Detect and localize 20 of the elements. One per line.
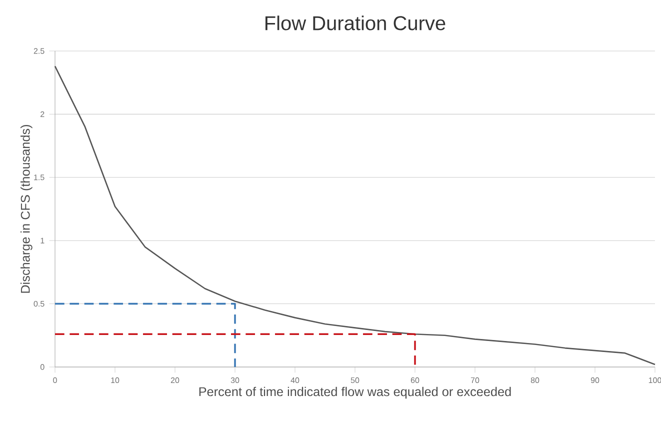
y-tick-label: 0	[40, 364, 44, 370]
y-tick-label: 1.5	[34, 174, 44, 180]
chart-title: Flow Duration Curve	[265, 16, 446, 30]
x-tick-label: 10	[111, 377, 120, 384]
y-tick-label: 1	[40, 238, 44, 244]
x-tick-label: 40	[290, 377, 300, 384]
x-axis-title: Percent of time indicated flow was equaled or exceeded	[199, 386, 511, 399]
y-tick-label: 2	[40, 111, 44, 117]
x-tick-label: 20	[170, 377, 180, 384]
y-axis-title: Discharge in CFS (thousands)	[20, 124, 32, 293]
x-tick-label: 90	[590, 377, 600, 384]
x-tick-label: 100	[648, 377, 661, 384]
x-tick-label: 80	[530, 377, 540, 384]
x-tick-label: 50	[350, 377, 360, 384]
y-tick-label: 0.5	[34, 300, 44, 307]
x-tick-label: 70	[470, 377, 480, 384]
x-tick-label: 0	[53, 377, 57, 384]
x-tick-label: 30	[230, 377, 240, 384]
y-tick-label: 2.5	[34, 48, 44, 54]
x-tick-label: 60	[410, 377, 420, 384]
